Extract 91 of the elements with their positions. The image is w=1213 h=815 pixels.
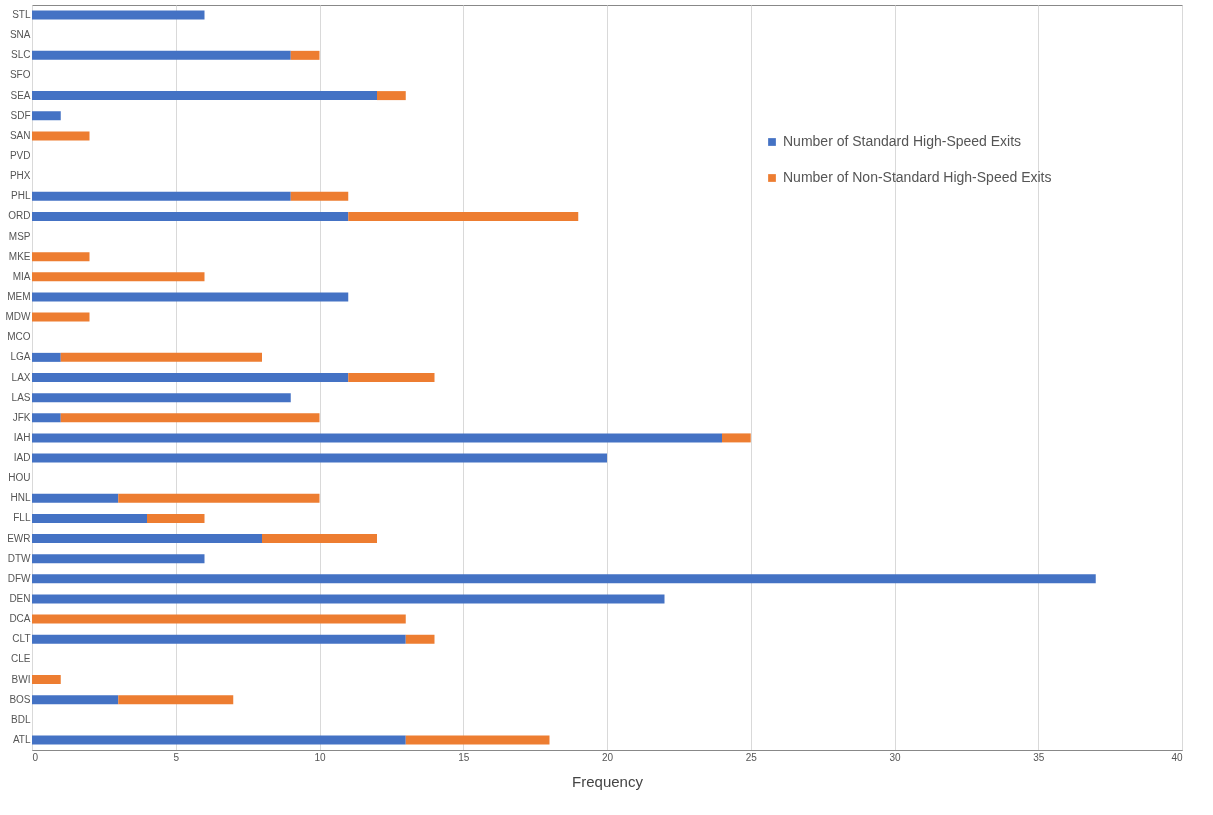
y-tick-label: MIA — [12, 270, 31, 282]
bar — [32, 554, 205, 564]
x-tick-label: 35 — [1033, 751, 1045, 763]
bar — [32, 272, 205, 282]
bar — [32, 292, 349, 302]
bar — [262, 534, 377, 544]
bar — [32, 91, 377, 101]
bar — [32, 453, 607, 463]
bar — [60, 413, 320, 423]
bar — [32, 675, 61, 685]
y-tick-label: LAX — [11, 371, 31, 383]
y-tick-label: MCO — [7, 331, 31, 343]
x-tick-label: 25 — [745, 751, 758, 763]
y-tick-label: FLL — [13, 512, 31, 524]
x-tick-label: 10 — [314, 751, 326, 763]
bar — [32, 393, 291, 403]
y-tick-label: MEM — [7, 290, 31, 302]
y-tick-label: PHL — [11, 190, 31, 202]
legend-label: Number of Standard High-Speed Exits — [783, 133, 1022, 149]
y-tick-label: ATL — [12, 733, 31, 745]
x-tick-label: 0 — [32, 751, 39, 763]
bar — [32, 373, 349, 382]
y-tick-label: PVD — [9, 150, 31, 162]
y-tick-label: MDW — [5, 311, 32, 323]
bar — [32, 614, 406, 624]
x-tick-label: 20 — [601, 751, 614, 763]
bar — [32, 594, 665, 604]
y-tick-label: JFK — [12, 411, 31, 423]
x-tick-label: 5 — [173, 751, 180, 763]
bar — [405, 634, 435, 644]
bar — [32, 735, 406, 745]
bar — [32, 534, 262, 544]
bar — [348, 211, 579, 221]
bar — [118, 493, 320, 503]
y-tick-label: MKE — [8, 250, 31, 262]
x-tick-label: 15 — [458, 751, 470, 763]
bar — [32, 513, 147, 523]
bar — [290, 50, 320, 60]
y-tick-label: SDF — [10, 109, 31, 121]
y-tick-label: CLE — [11, 653, 31, 665]
bar — [147, 513, 205, 523]
legend-label: Number of Non-Standard High-Speed Exits — [783, 169, 1052, 185]
y-tick-label: LAS — [11, 391, 31, 403]
y-tick-label: STL — [12, 9, 31, 21]
y-tick-label: SNA — [9, 29, 31, 41]
bar — [32, 413, 61, 423]
bar — [32, 50, 291, 60]
bar — [32, 574, 1096, 584]
bar — [118, 695, 234, 705]
x-tick-label: 30 — [889, 751, 901, 763]
bar — [32, 493, 119, 503]
y-tick-label: HNL — [10, 492, 31, 504]
bar — [32, 352, 61, 362]
y-tick-label: IAD — [13, 452, 31, 464]
y-tick-label: LGA — [10, 351, 31, 363]
y-tick-label: HOU — [8, 472, 31, 484]
bar — [32, 433, 722, 443]
bar — [32, 10, 205, 20]
y-tick-label: MSP — [8, 230, 31, 242]
bar — [722, 433, 751, 443]
bar — [32, 312, 90, 322]
bar — [60, 352, 262, 362]
y-tick-label: PHX — [9, 170, 31, 182]
bar — [32, 131, 90, 141]
y-tick-label: DTW — [7, 552, 32, 564]
bar — [32, 252, 90, 262]
bar — [32, 211, 349, 221]
y-tick-label: IAH — [13, 431, 31, 443]
y-tick-label: SLC — [11, 49, 31, 61]
y-tick-label: SFO — [9, 69, 31, 81]
y-tick-label: DEN — [9, 592, 31, 604]
x-axis-title: Frequency — [572, 772, 644, 790]
y-tick-label: BWI — [11, 673, 31, 685]
bar — [32, 634, 406, 644]
y-tick-label: SEA — [10, 89, 31, 101]
y-tick-label: SAN — [9, 129, 31, 141]
bar — [32, 111, 61, 121]
bar — [290, 191, 349, 201]
y-tick-label: BDL — [11, 713, 31, 725]
y-tick-label: BOS — [9, 693, 31, 705]
y-tick-label: DCA — [9, 613, 31, 625]
y-tick-label: CLT — [12, 633, 31, 645]
x-tick-label: 40 — [1171, 751, 1183, 763]
y-tick-label: ORD — [8, 210, 31, 222]
y-tick-label: EWR — [7, 532, 31, 544]
bar — [32, 191, 291, 201]
bar — [405, 735, 550, 745]
bar — [348, 373, 435, 382]
bar — [32, 695, 119, 705]
bar — [377, 91, 406, 101]
y-tick-label: DFW — [7, 572, 32, 584]
